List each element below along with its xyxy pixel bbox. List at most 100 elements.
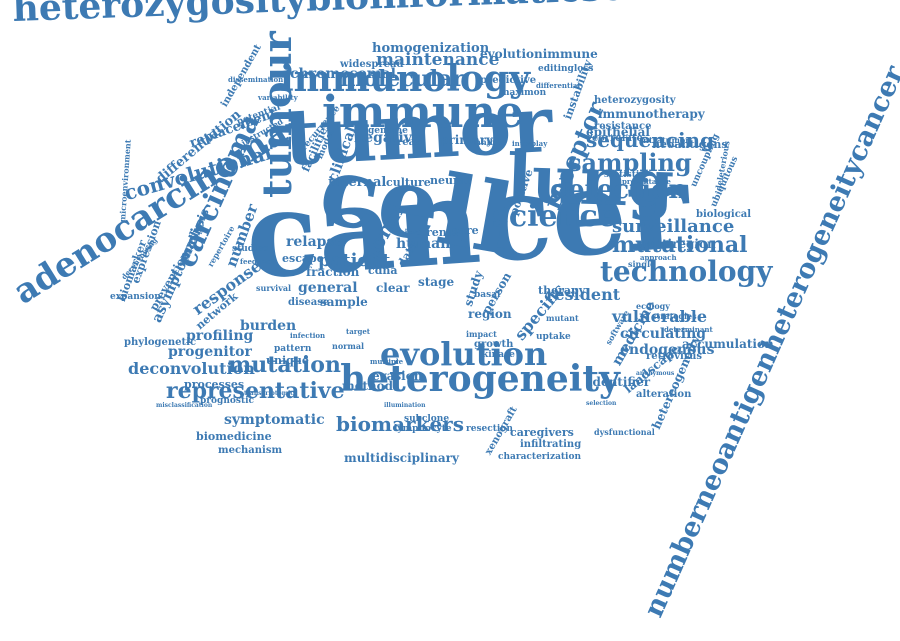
word-cloud-word: differential: [536, 81, 581, 91]
word-cloud-word: therapy: [538, 284, 586, 298]
word-cloud-word: editingloss: [538, 63, 594, 74]
word-cloud-word: mutant: [546, 312, 579, 323]
word-cloud-word: negative: [354, 129, 421, 146]
word-cloud-word: renal: [426, 226, 459, 240]
word-cloud-word: phylogenetic: [124, 337, 197, 348]
word-cloud-word: immunotherapy: [598, 107, 705, 122]
word-cloud-word: ecology: [636, 300, 670, 311]
word-cloud-word: heterozygositybioinformaticschromosomal: [12, 0, 874, 30]
word-cloud-word: representative: [166, 378, 345, 405]
word-cloud-word: studies: [232, 243, 269, 254]
word-cloud-word: resistance: [594, 121, 652, 132]
word-cloud-word: neoantigens: [652, 138, 728, 152]
word-cloud-word: statistic: [604, 169, 645, 180]
word-cloud-word: impact: [466, 328, 497, 339]
word-cloud-word: surveillance: [612, 215, 735, 237]
word-cloud-word: biological: [696, 209, 752, 220]
word-cloud-word: multidisciplinary: [344, 451, 459, 466]
word-cloud-word: molecular: [340, 66, 464, 93]
word-cloud-word: technology: [600, 254, 773, 288]
word-cloud-word: misclassification: [156, 402, 213, 410]
word-cloud-word: caregivers: [510, 426, 574, 440]
word-cloud-word: lymphocyte: [394, 423, 452, 434]
word-cloud-word: growth: [474, 339, 514, 350]
word-cloud-word: maintenance: [376, 50, 500, 71]
word-cloud-word: care: [452, 224, 479, 238]
word-cloud-word: identifier: [588, 375, 651, 390]
word-cloud-word: patient: [318, 249, 391, 271]
word-cloud-word: internal: [328, 174, 387, 190]
word-cloud-word: dysfunctional: [594, 426, 655, 437]
word-cloud-word: mutation: [228, 352, 341, 379]
word-cloud-word: homogenization: [372, 40, 490, 56]
word-cloud-word: biomedicine: [196, 430, 272, 444]
word-cloud-word: selection: [586, 400, 617, 408]
word-cloud-word: fraction: [306, 265, 360, 280]
word-cloud-word: variability: [258, 93, 298, 103]
word-cloud-word: heterozygosity: [594, 95, 676, 106]
word-cloud-word: feedback: [240, 257, 276, 267]
word-cloud-word: normal: [332, 340, 365, 351]
word-cloud-word: alteration: [636, 389, 692, 400]
word-cloud-word: determinant: [664, 325, 713, 335]
word-cloud-word: deconvolution: [128, 359, 255, 379]
word-cloud-word: illumination: [384, 402, 426, 410]
word-cloud-word: retrovirus: [646, 351, 702, 362]
word-cloud-word: burden: [240, 317, 297, 334]
word-cloud-word: preventative: [622, 177, 671, 187]
word-cloud-word: approach: [640, 253, 677, 263]
word-cloud-word: neural: [430, 174, 471, 188]
word-cloud-word: infiltrating: [520, 439, 582, 450]
word-cloud-word: endogenous: [620, 341, 715, 358]
word-cloud-word: intratumor: [640, 134, 690, 145]
word-cloud-word: resection: [466, 423, 513, 434]
word-cloud-word: dissemination: [228, 75, 284, 85]
word-cloud-word: mechanism: [218, 445, 283, 456]
word-cloud-word: multiple: [370, 357, 404, 367]
word-cloud-word: genome: [368, 125, 408, 136]
word-cloud-word: profiling: [186, 327, 254, 344]
word-cloud-word: prognostic: [200, 395, 254, 406]
word-cloud-word: evolutionimmune: [480, 47, 598, 62]
word-cloud-word: epithelial: [586, 125, 650, 140]
word-cloud-word: infection: [290, 331, 326, 341]
word-cloud-word: stage: [418, 275, 455, 290]
word-cloud-word: kinase: [482, 349, 515, 360]
word-cloud-word: disease: [288, 297, 330, 308]
word-cloud-word: sample: [320, 295, 368, 310]
word-cloud-word: immunology: [280, 58, 530, 101]
word-cloud-word: method: [342, 379, 393, 394]
word-cloud-word: vulnerable: [612, 307, 708, 327]
word-cloud-word: relapse: [286, 233, 344, 250]
word-cloud-word: region: [468, 307, 512, 322]
word-cloud-word: progenitor: [168, 343, 252, 360]
word-cloud-word: primary: [440, 133, 494, 148]
word-cloud-word: target: [346, 327, 371, 337]
word-cloud-word: inhibit: [472, 136, 503, 147]
word-cloud-word: characterization: [498, 451, 582, 462]
word-cloud-word: sampling: [568, 147, 692, 177]
word-cloud-word: sequencing: [586, 128, 715, 152]
word-cloud-word: culture: [386, 176, 431, 190]
word-cloud-word: escape: [282, 252, 324, 266]
word-cloud-word: heterogeneity: [340, 358, 620, 401]
word-cloud-word: cdna: [368, 264, 398, 278]
word-cloud-word: maximon: [500, 87, 547, 98]
word-cloud-word: evasion: [372, 369, 423, 384]
word-cloud-word: anonymous: [636, 370, 675, 378]
word-cloud-word: human: [396, 235, 451, 252]
word-cloud-word: mutational: [612, 232, 748, 259]
word-cloud-word: unique: [266, 354, 309, 368]
word-cloud-word: uptake: [536, 331, 571, 342]
word-cloud-word: immune: [322, 86, 524, 138]
word-cloud-word: symptomatic: [224, 411, 325, 428]
word-cloud-word: widespread: [340, 59, 404, 70]
word-cloud-word: chromosomal: [290, 65, 396, 82]
word-cloud-word: pattern: [274, 343, 312, 354]
word-cloud-word: multiregion: [636, 237, 716, 252]
word-cloud-word: accumulation: [682, 337, 774, 352]
word-cloud-word: detection: [550, 175, 688, 206]
word-cloud-word: subclone: [404, 413, 450, 424]
word-cloud-word: basal: [474, 289, 501, 300]
